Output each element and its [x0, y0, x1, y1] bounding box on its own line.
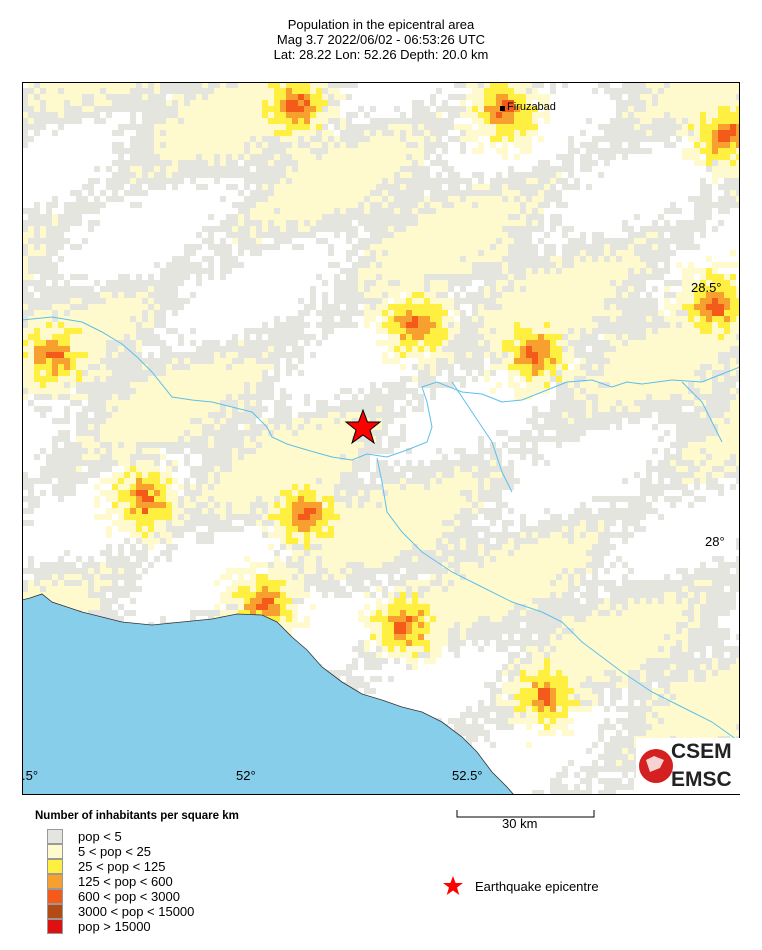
legend-swatch [47, 919, 63, 934]
legend-item-label: pop > 15000 [78, 919, 151, 934]
legend-item: 5 < pop < 25 [47, 844, 151, 859]
legend-item: 600 < pop < 3000 [47, 889, 180, 904]
legend-item: 25 < pop < 125 [47, 859, 165, 874]
city-label: Firuzabad [507, 101, 556, 113]
location-info: Lat: 28.22 Lon: 52.26 Depth: 20.0 km [273, 47, 489, 62]
scale-bar [456, 810, 595, 818]
lon-label: 52.5° [452, 768, 483, 783]
map-title: Population in the epicentral area [287, 17, 475, 32]
legend-item: 125 < pop < 600 [47, 874, 173, 889]
lon-label: .5° [22, 768, 39, 783]
csem-emsc-logo: CSEM EMSC [636, 738, 740, 794]
rivers [22, 316, 740, 743]
legend-item-label: pop < 5 [78, 829, 122, 844]
legend-item-label: 5 < pop < 25 [78, 844, 152, 859]
lon-label: 52° [236, 768, 256, 783]
city-marker [500, 106, 505, 111]
legend-swatch [47, 874, 63, 889]
sea [22, 593, 515, 795]
map-frame [22, 82, 740, 795]
legend-title: Number of inhabitants per square km [35, 810, 239, 822]
legend-swatch [47, 829, 63, 844]
legend-item: pop < 5 [47, 829, 122, 844]
lat-label: 28.5° [691, 280, 722, 295]
legend-item-label: 125 < pop < 600 [78, 874, 173, 889]
legend-swatch [47, 859, 63, 874]
legend-swatch [47, 844, 63, 859]
population-map[interactable]: Firuzabad [22, 82, 740, 795]
legend-swatch [47, 904, 63, 919]
event-info: Mag 3.7 2022/06/02 - 06:53:26 UTC [276, 32, 486, 47]
legend-item-label: 600 < pop < 3000 [78, 889, 180, 904]
legend-item: pop > 15000 [47, 919, 151, 934]
lat-label: 28° [705, 534, 725, 549]
scale-bar-label: 30 km [502, 816, 538, 831]
legend-swatch [47, 889, 63, 904]
epicentre-star[interactable] [344, 408, 382, 445]
legend-item-label: 25 < pop < 125 [78, 859, 166, 874]
epicentre-legend-label: Earthquake epicentre [475, 879, 599, 894]
legend-item-label: 3000 < pop < 15000 [78, 904, 195, 919]
legend-item: 3000 < pop < 15000 [47, 904, 194, 919]
epicentre-legend-star-icon [443, 876, 463, 895]
